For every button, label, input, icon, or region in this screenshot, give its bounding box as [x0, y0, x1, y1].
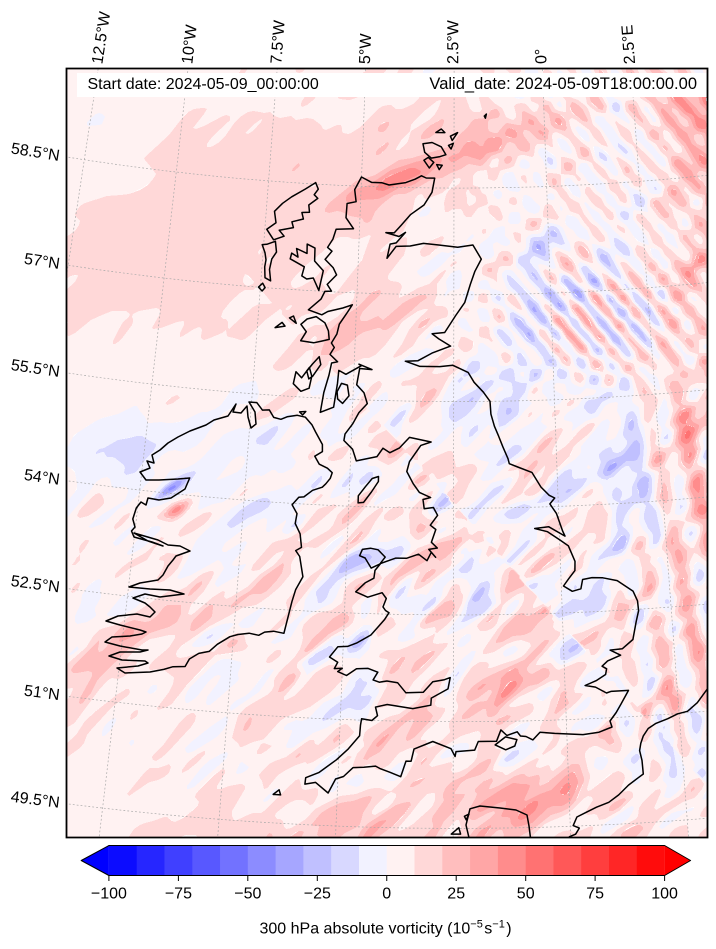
svg-text:−5: −5 — [470, 919, 483, 931]
svg-text:100: 100 — [651, 886, 678, 903]
svg-text:2.5°W: 2.5°W — [445, 19, 462, 64]
svg-text:0°: 0° — [533, 48, 551, 64]
svg-text:51°N: 51°N — [23, 683, 61, 705]
svg-text:Valid_date: 2024-05-09T18:00:0: Valid_date: 2024-05-09T18:00:00.00 — [429, 75, 697, 93]
svg-text:2.5°E: 2.5°E — [619, 24, 639, 64]
svg-text:75: 75 — [586, 886, 604, 903]
svg-text:0: 0 — [382, 886, 391, 903]
svg-text:52.5°N: 52.5°N — [10, 573, 61, 597]
svg-text:54°N: 54°N — [23, 467, 61, 489]
svg-text:5°W: 5°W — [357, 32, 375, 64]
svg-text:7.5°W: 7.5°W — [268, 19, 288, 65]
svg-text:−50: −50 — [234, 886, 261, 903]
svg-text:−25: −25 — [304, 886, 331, 903]
svg-text:): ) — [506, 921, 511, 938]
svg-text:−100: −100 — [91, 886, 127, 903]
svg-text:25: 25 — [447, 886, 465, 903]
svg-text:−1: −1 — [492, 919, 505, 931]
svg-text:Start date: 2024-05-09_00:00:0: Start date: 2024-05-09_00:00:00 — [88, 76, 319, 93]
svg-text:57°N: 57°N — [23, 251, 61, 273]
svg-text:49.5°N: 49.5°N — [10, 789, 61, 812]
svg-text:s: s — [484, 921, 492, 938]
svg-text:10°W: 10°W — [179, 23, 200, 65]
svg-text:55.5°N: 55.5°N — [10, 357, 61, 381]
svg-text:−75: −75 — [165, 886, 192, 903]
svg-text:50: 50 — [517, 886, 535, 903]
svg-text:300 hPa absolute vorticity (10: 300 hPa absolute vorticity (10 — [260, 921, 471, 938]
